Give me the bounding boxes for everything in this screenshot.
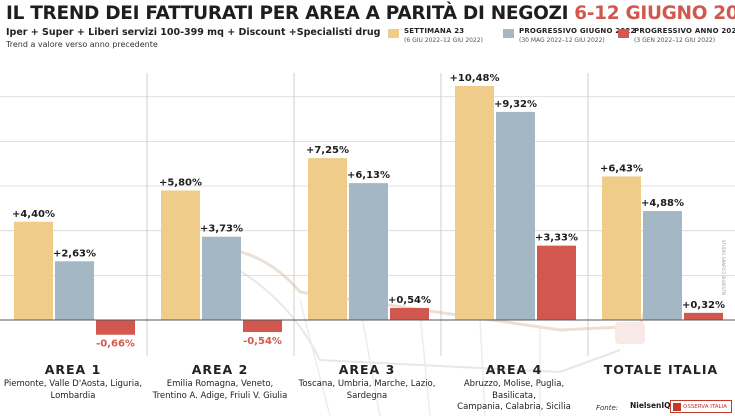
- bar: [349, 183, 388, 320]
- bar-value-label: +5,80%: [159, 177, 202, 188]
- bar-value-label: +4,40%: [12, 209, 55, 220]
- area-4-title: AREA 4: [485, 362, 543, 377]
- chart-note: Trend a valore verso anno precedente: [6, 40, 158, 49]
- legend-subtitle: (3 GEN 2022–12 GIU 2022): [634, 37, 716, 44]
- cart-stroke: [615, 322, 645, 344]
- bar-value-label: +6,13%: [347, 170, 390, 181]
- bar-value-label: +6,43%: [600, 163, 643, 174]
- bar: [308, 158, 347, 320]
- area-1-regions: Piemonte, Valle D'Aosta, Liguria, Lombard…: [0, 379, 146, 402]
- legend-subtitle: (6 GIU 2022–12 GIU 2022): [404, 37, 483, 44]
- area-4-regions: Abruzzo, Molise, Puglia, Basilicata, Camp…: [441, 379, 587, 414]
- region-line: Sardegna: [346, 390, 388, 401]
- title-date: 6-12 GIUGNO 2022: [574, 3, 735, 24]
- bar-value-label: +0,54%: [388, 295, 431, 306]
- bar: [643, 211, 682, 320]
- legend-title: PROGRESSIVO GIUGNO 2022: [519, 27, 636, 35]
- area-total-title: TOTALE ITALIA: [603, 362, 719, 377]
- chart-subtitle: Iper + Super + Liberi servizi 100-399 mq…: [6, 27, 381, 38]
- logo2-text: OSSERVA ITALIA: [683, 404, 727, 410]
- legend-swatch: [388, 29, 399, 38]
- bar: [161, 190, 200, 320]
- bar: [684, 312, 723, 320]
- nielseniq-logo: NielsenIQ: [630, 401, 671, 410]
- bar: [390, 307, 429, 320]
- region-line: Lombardia: [50, 390, 96, 401]
- bar-value-label: -0,66%: [96, 339, 135, 350]
- chart-title: IL TREND DEI FATTURATI PER AREA A PARITÀ…: [6, 3, 735, 24]
- bar: [455, 86, 494, 320]
- area-3-title: AREA 3: [338, 362, 396, 377]
- bar-value-label: -0,54%: [243, 336, 282, 347]
- cart-stroke: [224, 246, 650, 332]
- area-1-title: AREA 1: [44, 362, 102, 377]
- area-2-title: AREA 2: [191, 362, 249, 377]
- cart-stroke: [234, 267, 621, 374]
- bar-value-label: +0,32%: [682, 300, 725, 311]
- bar-value-label: +7,25%: [306, 145, 349, 156]
- bar: [96, 320, 135, 335]
- legend-title: PROGRESSIVO ANNO 2022: [634, 27, 735, 35]
- logo-mark-icon: [673, 403, 681, 411]
- region-line: Piemonte, Valle D'Aosta, Liguria,: [3, 379, 143, 389]
- bar: [496, 111, 535, 321]
- bar-value-label: +3,33%: [535, 233, 578, 244]
- source-label: Fonte:: [596, 404, 619, 412]
- region-line: Campania, Calabria, Sicilia: [457, 402, 571, 412]
- bar-value-label: +9,32%: [494, 99, 537, 110]
- region-line: Abruzzo, Molise, Puglia, Basilicata,: [463, 379, 565, 401]
- osserva-italia-logo: OSSERVA ITALIA: [670, 400, 732, 413]
- bar-value-label: +2,63%: [53, 248, 96, 259]
- bar: [202, 236, 241, 320]
- legend-subtitle: (30 MAG 2022–12 GIU 2022): [519, 37, 605, 44]
- region-line: Emilia Romagna, Veneto,: [166, 379, 274, 389]
- region-line: Trentino A. Adige, Friuli V. Giulia: [152, 390, 288, 401]
- area-2-regions: Emilia Romagna, Veneto, Trentino A. Adige…: [147, 379, 293, 402]
- title-main: IL TREND DEI FATTURATI PER AREA A PARITÀ…: [6, 3, 569, 24]
- bar-value-label: +4,88%: [641, 198, 684, 209]
- bar: [243, 320, 282, 333]
- legend-swatch: [618, 29, 629, 38]
- bar: [55, 261, 94, 320]
- bar: [602, 176, 641, 320]
- legend-title: SETTIMANA 23: [404, 27, 465, 35]
- area-3-regions: Toscana, Umbria, Marche, Lazio, Sardegna: [294, 379, 440, 402]
- bar: [537, 245, 576, 320]
- bar: [14, 221, 53, 320]
- graphic-credit: STUDIO GRAFICO SILVESTRI: [721, 240, 726, 296]
- cart-stroke: [299, 299, 541, 416]
- bar-value-label: +10,48%: [449, 73, 499, 84]
- bar-value-label: +3,73%: [200, 224, 243, 235]
- region-line: Toscana, Umbria, Marche, Lazio,: [298, 379, 436, 389]
- legend-swatch: [503, 29, 514, 38]
